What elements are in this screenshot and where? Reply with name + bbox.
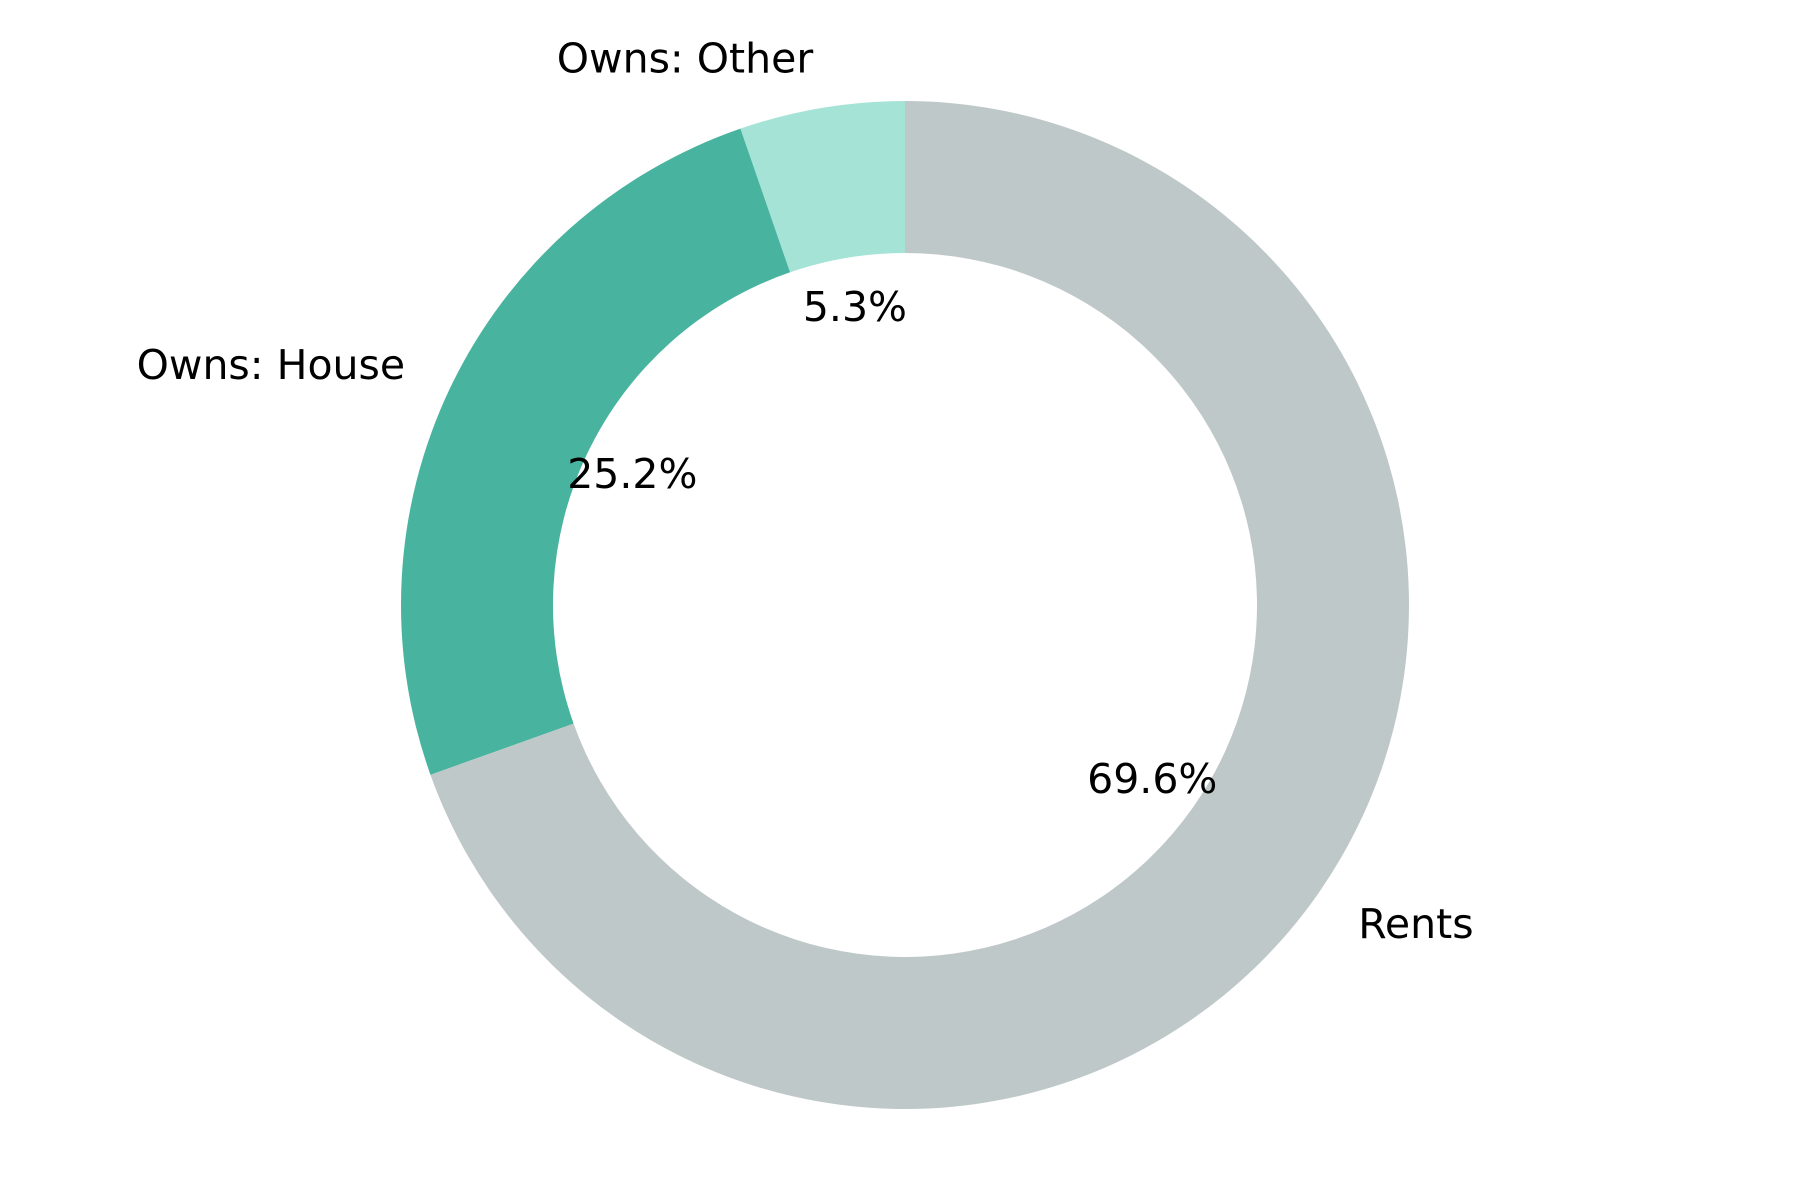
slice-label-owns-house: Owns: House [137,341,405,389]
slice-value-label-owns-house: 25.2% [567,450,697,498]
slice-label-owns-other: Owns: Other [557,34,814,82]
slice-rents [430,101,1410,1109]
slice-label-rents: Rents [1358,900,1473,948]
slice-value-label-owns-other: 5.3% [803,283,907,331]
slice-value-label-rents: 69.6% [1087,755,1217,803]
slice-owns-other [740,101,905,273]
slices-group [400,101,1410,1109]
slice-owns-house [400,128,791,775]
labels-group: Owns: Other 5.3% Owns: House 25.2% Rents 69.6… [137,34,1474,948]
